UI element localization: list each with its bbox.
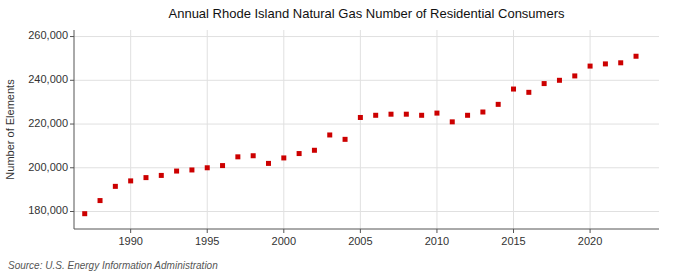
- point: [404, 112, 409, 117]
- point: [113, 184, 118, 189]
- point: [98, 198, 103, 203]
- grid-line-x: [283, 30, 284, 229]
- x-tick-label: 2005: [348, 235, 372, 247]
- grid-line-x: [590, 30, 591, 229]
- grid-line-x: [436, 30, 437, 229]
- point: [174, 169, 179, 174]
- y-axis-line: [74, 30, 75, 229]
- point: [205, 165, 210, 170]
- point: [189, 167, 194, 172]
- point: [419, 113, 424, 118]
- point: [235, 154, 240, 159]
- point: [480, 110, 485, 115]
- x-tick-label: 1990: [118, 235, 142, 247]
- point: [542, 81, 547, 86]
- point: [389, 112, 394, 117]
- grid-line-x: [207, 30, 208, 229]
- x-tick-label: 2020: [578, 235, 602, 247]
- point: [220, 163, 225, 168]
- grid-line-y: [74, 36, 659, 37]
- point: [618, 60, 623, 65]
- x-tick: [590, 229, 591, 233]
- point: [266, 161, 271, 166]
- y-tick-label: 240,000: [28, 73, 68, 85]
- point: [251, 153, 256, 158]
- point: [465, 113, 470, 118]
- point: [143, 175, 148, 180]
- y-tick: [70, 124, 74, 125]
- point: [526, 90, 531, 95]
- grid-line-y: [74, 167, 659, 168]
- x-tick: [360, 229, 361, 233]
- point: [281, 155, 286, 160]
- x-tick: [436, 229, 437, 233]
- y-tick: [70, 167, 74, 168]
- point: [511, 87, 516, 92]
- y-tick: [70, 36, 74, 37]
- grid-line-x: [130, 30, 131, 229]
- x-axis-line: [74, 229, 659, 230]
- y-tick-label: 220,000: [28, 117, 68, 129]
- x-tick-label: 2000: [272, 235, 296, 247]
- point: [312, 148, 317, 153]
- x-tick-label: 2010: [425, 235, 449, 247]
- point: [297, 151, 302, 156]
- x-tick: [283, 229, 284, 233]
- y-tick: [70, 211, 74, 212]
- grid-line-x: [360, 30, 361, 229]
- point: [82, 211, 87, 216]
- point: [572, 73, 577, 78]
- point: [603, 61, 608, 66]
- point: [327, 132, 332, 137]
- grid-line-y: [74, 80, 659, 81]
- point: [634, 54, 639, 59]
- point: [373, 113, 378, 118]
- point: [343, 137, 348, 142]
- point: [588, 64, 593, 69]
- y-tick: [70, 80, 74, 81]
- chart: 180,000 200,000 220,000 240,000 260,000 1990 1…: [0, 0, 675, 275]
- point: [358, 115, 363, 120]
- y-tick-label: 180,000: [28, 204, 68, 216]
- point: [159, 173, 164, 178]
- grid-line-y: [74, 124, 659, 125]
- point: [450, 119, 455, 124]
- y-tick-label: 260,000: [28, 29, 68, 41]
- y-tick-label: 200,000: [28, 161, 68, 173]
- x-tick: [513, 229, 514, 233]
- source-note: Source: U.S. Energy Information Administ…: [8, 260, 218, 271]
- grid-line-x: [513, 30, 514, 229]
- x-tick: [207, 229, 208, 233]
- title: Annual Rhode Island Natural Gas Number o…: [169, 6, 565, 21]
- grid-line-y: [74, 211, 659, 212]
- marks: [82, 54, 638, 216]
- point: [496, 102, 501, 107]
- x-tick-label: 1995: [195, 235, 219, 247]
- y-axis-label: Number of Elements: [4, 79, 16, 180]
- point: [557, 78, 562, 83]
- grid: [74, 30, 659, 229]
- ticks: 180,000 200,000 220,000 240,000 260,000 1990 1…: [28, 29, 602, 247]
- x-tick-label: 2015: [501, 235, 525, 247]
- point: [128, 178, 133, 183]
- x-tick: [130, 229, 131, 233]
- point: [434, 111, 439, 116]
